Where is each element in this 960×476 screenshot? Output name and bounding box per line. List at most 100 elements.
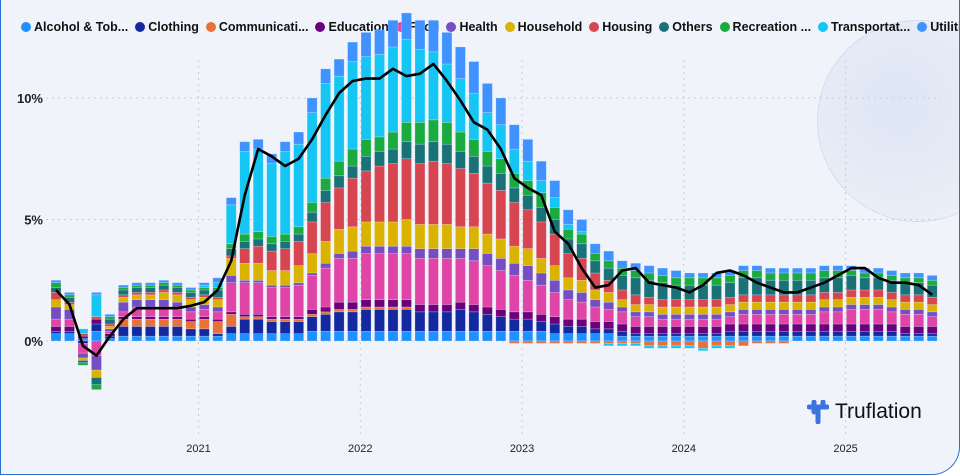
bar-segment — [846, 304, 857, 310]
bar-segment — [657, 345, 668, 349]
bar-segment — [266, 318, 277, 322]
bar-segment — [401, 253, 412, 300]
bar-segment — [724, 282, 736, 298]
bar-segment — [751, 335, 763, 342]
bar-segment — [643, 311, 655, 317]
legend-item[interactable]: Others — [659, 20, 713, 34]
bar-segment — [401, 306, 412, 310]
bar-segment — [468, 139, 480, 157]
legend-item[interactable]: Household — [504, 20, 582, 34]
legend-label: Transportat... — [831, 20, 911, 34]
bar-segment — [751, 323, 763, 332]
bar-segment — [751, 313, 763, 325]
bar-segment — [347, 258, 358, 303]
bar-segment — [266, 316, 277, 320]
bar-segment — [926, 275, 938, 281]
bar-segment — [751, 309, 763, 315]
bar-segment — [320, 262, 331, 269]
bar-segment — [441, 63, 453, 123]
bar-segment — [616, 311, 628, 325]
bar-segment — [859, 277, 871, 291]
bar-segment — [562, 289, 574, 300]
bar-segment — [846, 330, 857, 337]
bar-segment — [50, 279, 62, 283]
x-tick-label: 2025 — [833, 443, 857, 455]
bar-segment — [899, 335, 911, 342]
bar-segment — [401, 299, 412, 308]
bar-segment — [387, 148, 399, 164]
bar-segment — [212, 321, 224, 335]
bar-segment — [455, 131, 466, 152]
legend-item[interactable]: Clothing — [135, 20, 199, 34]
bar-segment — [360, 32, 372, 57]
bar-segment — [387, 19, 399, 48]
bar-segment — [145, 299, 156, 308]
bar-segment — [374, 151, 385, 167]
bar-segment — [414, 122, 426, 145]
bar-segment — [765, 313, 776, 325]
legend-label: Clothing — [148, 20, 199, 34]
bar-segment — [239, 282, 251, 315]
bar-segment — [535, 207, 547, 223]
bar-segment — [455, 309, 466, 332]
bar-segment — [657, 326, 668, 335]
bar-segment — [872, 335, 884, 342]
bar-segment — [495, 158, 507, 174]
bar-segment — [549, 207, 561, 220]
legend-item[interactable]: Communicati... — [205, 20, 309, 34]
bar-segment — [724, 316, 736, 325]
bar-segment — [684, 299, 695, 308]
legend-item[interactable]: Education — [315, 20, 389, 34]
bar-segment — [751, 270, 763, 279]
bar-segment — [711, 345, 722, 349]
bar-segment — [77, 360, 89, 364]
bar-segment — [279, 248, 291, 271]
bar-segment — [266, 163, 277, 237]
bar-segment — [145, 316, 156, 320]
bar-segment — [697, 347, 709, 352]
bar-segment — [495, 190, 507, 240]
bar-segment — [374, 299, 385, 308]
bar-segment — [509, 318, 520, 332]
bar-segment — [549, 316, 561, 325]
bar-segment — [603, 260, 614, 269]
bar-segment — [145, 318, 156, 327]
bar-segment — [589, 328, 601, 335]
bar-segment — [360, 245, 372, 254]
bar-segment — [468, 156, 480, 174]
bar-segment — [805, 313, 817, 325]
legend-item[interactable]: Health — [446, 20, 498, 34]
legend-item[interactable]: Recreation ... — [719, 20, 811, 34]
bar-segment — [724, 296, 736, 305]
bar-segment — [589, 253, 601, 262]
bar-segment — [589, 299, 601, 308]
bar-segment — [495, 330, 507, 342]
bar-segment — [670, 345, 682, 349]
bar-segment — [414, 143, 426, 164]
legend-dot-icon — [818, 22, 829, 32]
bar-segment — [872, 267, 884, 274]
bar-segment — [158, 292, 170, 300]
bar-segment — [495, 238, 507, 259]
legend-item[interactable]: Housing — [589, 20, 652, 34]
bar-segment — [549, 233, 561, 266]
bar-segment — [805, 301, 817, 310]
bar-segment — [603, 301, 614, 310]
legend-dot-icon — [135, 22, 146, 32]
bar-segment — [185, 296, 197, 300]
legend-item[interactable]: Utilities — [917, 20, 959, 34]
bar-segment — [158, 299, 170, 308]
bar-segment — [657, 333, 668, 337]
legend-label: Communicati... — [218, 20, 309, 34]
legend-item[interactable]: Alcohol & Tob... — [21, 20, 128, 34]
bar-segment — [64, 318, 75, 327]
bar-segment — [859, 335, 871, 342]
bar-segment — [414, 224, 426, 249]
bar-segment — [562, 228, 574, 240]
bar-segment — [428, 141, 439, 162]
bar-segment — [252, 238, 264, 247]
bar-segment — [64, 294, 75, 298]
bar-segment — [347, 309, 358, 313]
legend-item[interactable]: Transportat... — [818, 20, 910, 34]
bar-segment — [482, 253, 493, 266]
